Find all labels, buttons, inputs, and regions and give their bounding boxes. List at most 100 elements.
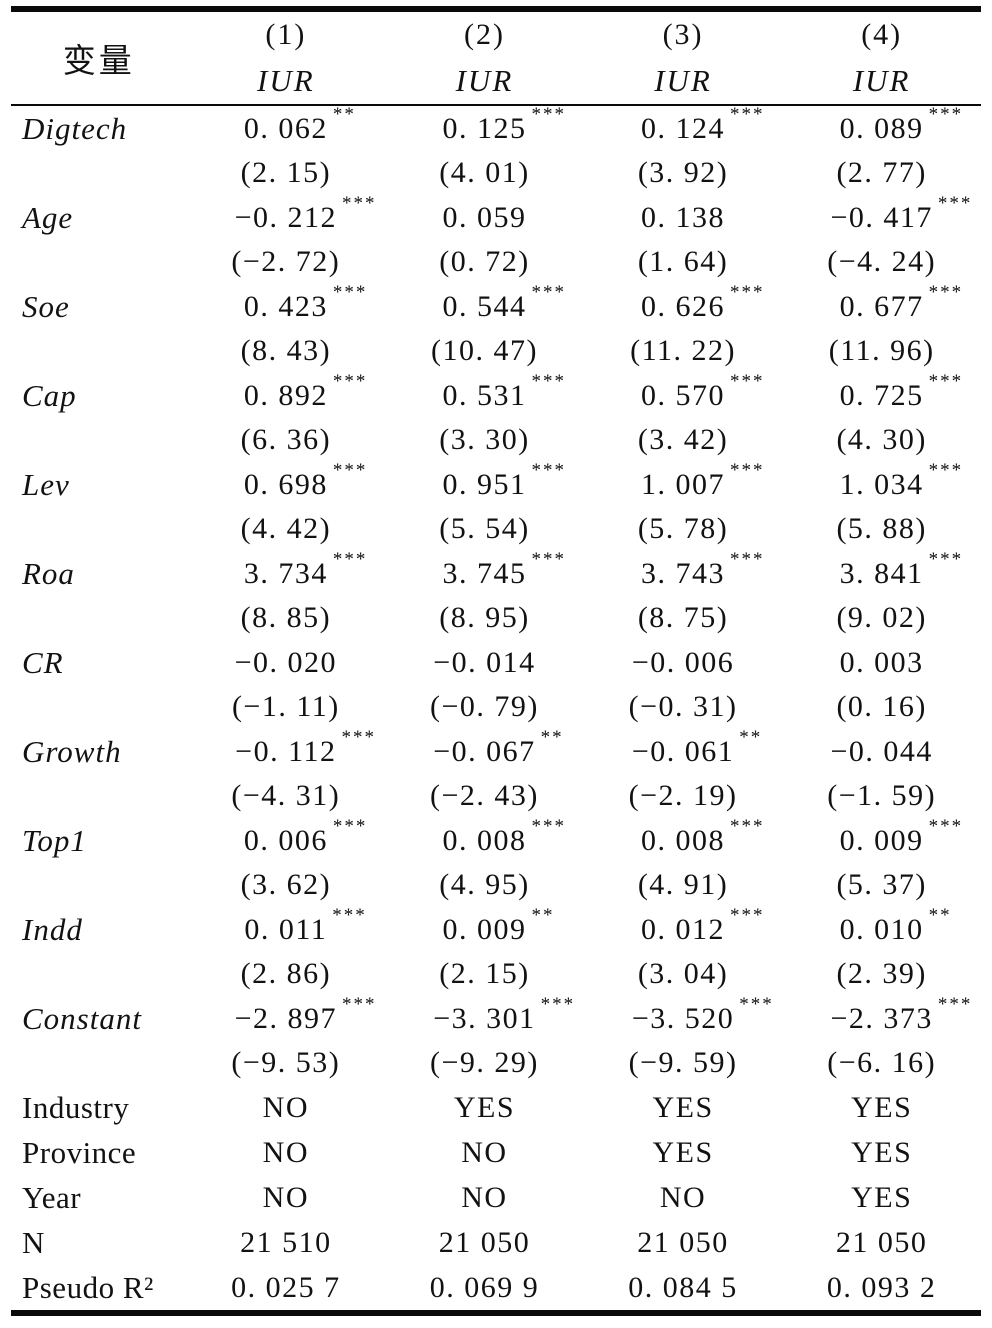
significance-stars: *** <box>342 192 377 214</box>
t-statistic: (3. 62) <box>240 868 332 901</box>
significance-stars: ** <box>332 103 356 125</box>
info-value: 0. 093 2 <box>782 1265 981 1313</box>
significance-stars: *** <box>531 548 566 570</box>
coef-value: 0. 423 <box>243 289 328 323</box>
coef-value: −0. 061 <box>631 734 735 768</box>
info-value-text: 0. 069 9 <box>429 1270 540 1304</box>
info-value-text: 21 050 <box>637 1225 729 1259</box>
t-statistic: (8. 75) <box>637 601 729 634</box>
info-value-text: 21 510 <box>240 1225 332 1259</box>
significance-stars: *** <box>928 370 964 392</box>
info-row: N 21 510 21 050 21 050 21 050 <box>11 1220 981 1265</box>
coef-cell: 3. 841 *** <box>782 549 981 596</box>
t-statistic: (4. 42) <box>240 512 332 545</box>
coef-value: 0. 138 <box>641 200 726 234</box>
coef-value: −2. 373 <box>830 1001 933 1035</box>
t-statistic: (8. 85) <box>240 601 332 634</box>
empty-cell <box>11 507 187 551</box>
tstat-cell: (5. 78) <box>584 507 783 551</box>
coef-value: 0. 059 <box>442 200 527 234</box>
coef-value: 3. 841 <box>839 556 924 590</box>
significance-stars: ** <box>739 726 763 748</box>
coef-value: 0. 698 <box>243 467 328 501</box>
variable-name: Lev <box>22 466 70 502</box>
coef-cell: 0. 951 *** <box>385 460 584 507</box>
column-header-depvar-4: IUR <box>852 63 911 98</box>
coef-row: Roa 3. 734 *** 3. 745 *** 3. 743 *** 3. 841 *** <box>11 548 981 596</box>
significance-stars: *** <box>928 103 964 125</box>
variable-name: Indd <box>22 911 83 947</box>
t-statistic: (3. 92) <box>637 156 729 189</box>
coef-row: Cap 0. 892 *** 0. 531 *** 0. 570 *** 0. 725 *** <box>11 370 981 418</box>
column-header-model-3: (3) <box>662 18 704 51</box>
t-statistic: (4. 01) <box>439 156 530 189</box>
t-statistic: (0. 16) <box>836 690 927 723</box>
tstat-cell: (−9. 29) <box>385 1041 584 1085</box>
tstat-cell: (−1. 59) <box>782 774 981 818</box>
variable-name: Digtech <box>22 110 128 146</box>
coef-value: 0. 125 <box>442 111 527 145</box>
t-statistic: (8. 43) <box>240 334 332 367</box>
coef-cell: 0. 011 *** <box>187 904 386 952</box>
table-body: Digtech 0. 062 ** 0. 125 *** 0. 124 *** 0. 089 *… <box>11 103 981 1313</box>
coef-cell: 0. 008 *** <box>385 816 584 863</box>
t-statistic: (11. 22) <box>630 334 736 367</box>
info-value: NO <box>187 1130 386 1175</box>
t-statistic: (3. 04) <box>637 957 729 990</box>
coef-value: −0. 020 <box>234 645 338 679</box>
empty-cell <box>11 863 187 907</box>
info-value: 21 050 <box>385 1220 584 1265</box>
variable-name: Constant <box>22 1000 142 1036</box>
coef-cell: 0. 012 *** <box>584 905 783 952</box>
coef-row: Growth −0. 112 *** −0. 067 ** −0. 061 ** −0. 04… <box>11 726 981 774</box>
info-value-text: NO <box>461 1135 508 1169</box>
tstat-row: (6. 36) (3. 30) (3. 42) (4. 30) <box>11 418 981 462</box>
coef-row: Constant −2. 897 *** −3. 301 *** −3. 520 *** −2… <box>11 994 981 1041</box>
tstat-cell: (3. 04) <box>584 952 783 996</box>
tstat-cell: (5. 54) <box>385 507 584 551</box>
tstat-row: (2. 86) (2. 15) (3. 04) (2. 39) <box>11 952 981 996</box>
tstat-cell: (4. 42) <box>187 507 386 551</box>
tstat-row: (3. 62) (4. 95) (4. 91) (5. 37) <box>11 863 981 907</box>
coef-cell: 0. 010 ** <box>782 904 981 952</box>
info-label: Province <box>22 1134 137 1170</box>
info-value: YES <box>584 1085 783 1130</box>
t-statistic: (−0. 79) <box>429 690 539 723</box>
t-statistic: (3. 42) <box>637 423 729 456</box>
coef-row: Soe 0. 423 *** 0. 544 *** 0. 626 *** 0. 677 *** <box>11 281 981 329</box>
info-value: YES <box>782 1175 981 1220</box>
tstat-cell: (−0. 31) <box>584 685 783 729</box>
coef-value: 3. 745 <box>442 556 527 590</box>
tstat-cell: (4. 95) <box>385 863 584 907</box>
coef-value: 0. 725 <box>839 378 924 412</box>
t-statistic: (6. 36) <box>240 423 332 456</box>
info-value-text: 0. 084 5 <box>628 1270 738 1304</box>
coef-cell: 0. 531 *** <box>385 371 584 418</box>
significance-stars: ** <box>928 904 952 926</box>
info-value: NO <box>385 1130 584 1175</box>
coef-value: 0. 006 <box>243 823 328 857</box>
tstat-cell: (8. 95) <box>385 596 584 640</box>
coef-value: 3. 743 <box>641 556 726 590</box>
column-header-model-1: (1) <box>265 18 307 51</box>
empty-cell <box>11 952 187 996</box>
significance-stars: *** <box>332 904 367 926</box>
t-statistic: (−1. 59) <box>827 779 937 812</box>
coef-value: −0. 212 <box>234 200 338 234</box>
tstat-cell: (0. 16) <box>782 685 981 729</box>
empty-cell <box>11 329 187 373</box>
coef-value: −0. 044 <box>830 734 933 768</box>
significance-stars: *** <box>531 281 566 303</box>
coef-cell: 0. 544 *** <box>385 281 584 329</box>
coef-value: −0. 112 <box>235 734 337 768</box>
info-row: Province NO NO YES YES <box>11 1130 981 1175</box>
column-header-depvar-2: IUR <box>455 63 514 98</box>
info-value-text: NO <box>262 1090 309 1124</box>
tstat-cell: (2. 39) <box>782 952 981 996</box>
info-row: Pseudo R² 0. 025 7 0. 069 9 0. 084 5 0. 093 … <box>11 1265 981 1313</box>
tstat-cell: (−1. 11) <box>187 685 386 729</box>
info-value: YES <box>782 1130 981 1175</box>
tstat-cell: (−4. 24) <box>782 240 981 284</box>
coef-value: 0. 951 <box>442 467 527 501</box>
